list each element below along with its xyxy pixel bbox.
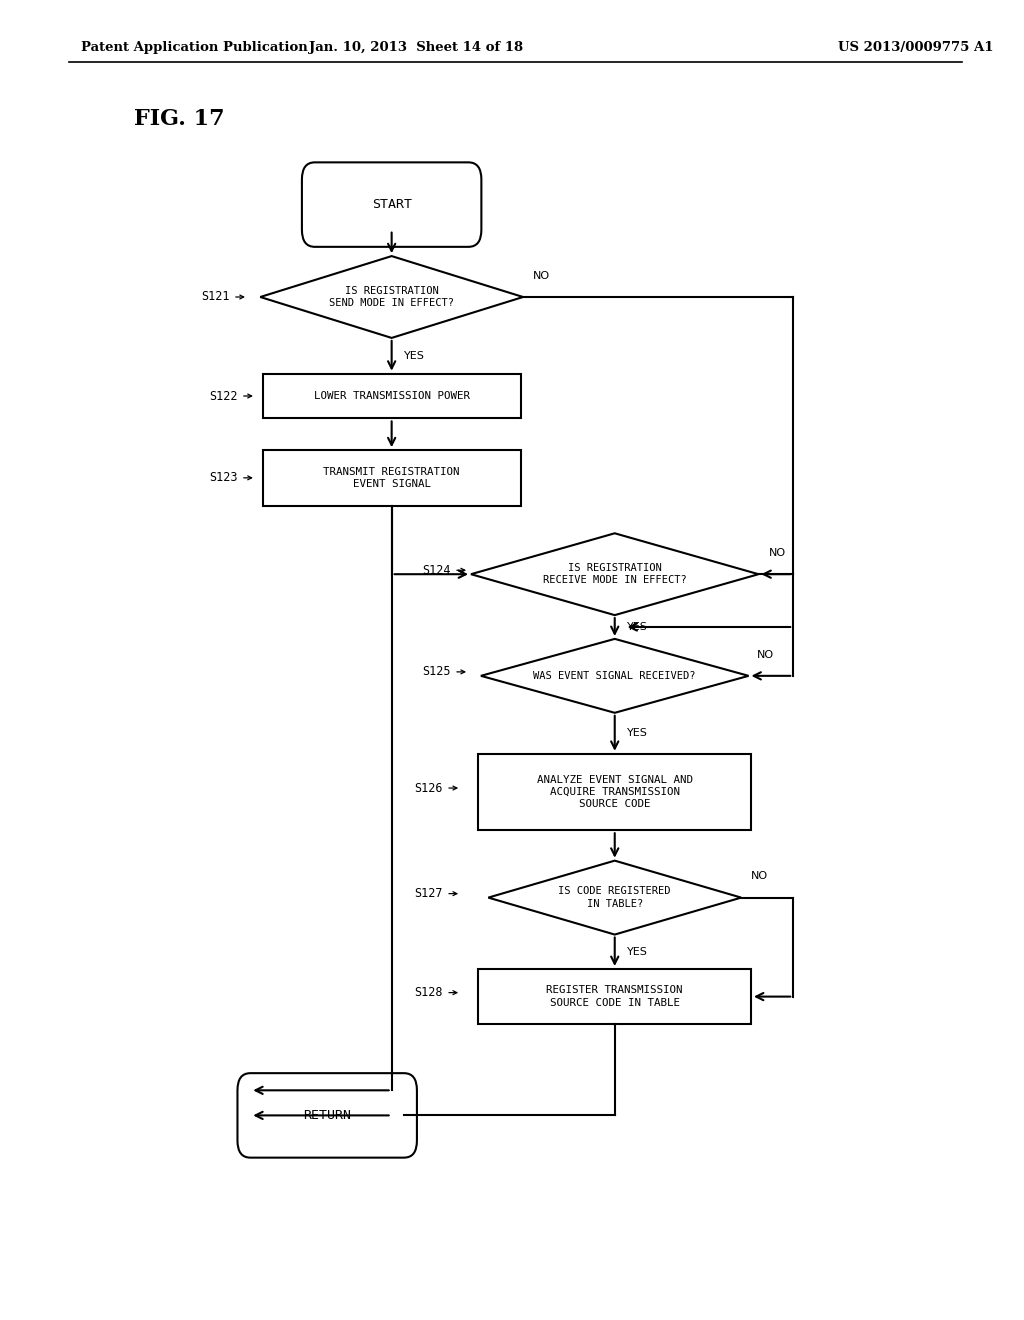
Text: S128: S128 [415,986,443,999]
Text: US 2013/0009775 A1: US 2013/0009775 A1 [838,41,993,54]
Text: Jan. 10, 2013  Sheet 14 of 18: Jan. 10, 2013 Sheet 14 of 18 [309,41,523,54]
Text: IS REGISTRATION
SEND MODE IN EFFECT?: IS REGISTRATION SEND MODE IN EFFECT? [329,286,455,308]
Text: NO: NO [532,271,550,281]
Text: REGISTER TRANSMISSION
SOURCE CODE IN TABLE: REGISTER TRANSMISSION SOURCE CODE IN TAB… [547,986,683,1007]
Text: IS CODE REGISTERED
IN TABLE?: IS CODE REGISTERED IN TABLE? [558,887,671,908]
Bar [263,450,520,506]
Text: S121: S121 [202,290,230,304]
Bar [478,969,751,1024]
Text: LOWER TRANSMISSION POWER: LOWER TRANSMISSION POWER [313,391,470,401]
Text: S125: S125 [423,665,452,678]
FancyBboxPatch shape [302,162,481,247]
Text: NO: NO [768,548,785,558]
Polygon shape [471,533,759,615]
Text: S126: S126 [415,781,443,795]
Bar [478,754,751,830]
Polygon shape [481,639,749,713]
Text: TRANSMIT REGISTRATION
EVENT SIGNAL: TRANSMIT REGISTRATION EVENT SIGNAL [324,467,460,488]
Polygon shape [260,256,523,338]
Text: IS REGISTRATION
RECEIVE MODE IN EFFECT?: IS REGISTRATION RECEIVE MODE IN EFFECT? [543,564,687,585]
Text: START: START [372,198,412,211]
Text: WAS EVENT SIGNAL RECEIVED?: WAS EVENT SIGNAL RECEIVED? [534,671,696,681]
Polygon shape [488,861,741,935]
Text: S122: S122 [210,389,238,403]
Text: NO: NO [751,871,768,882]
Bar [263,374,520,418]
Text: YES: YES [627,622,647,632]
Text: YES: YES [627,729,647,738]
Text: YES: YES [403,351,424,360]
Text: ANALYZE EVENT SIGNAL AND
ACQUIRE TRANSMISSION
SOURCE CODE: ANALYZE EVENT SIGNAL AND ACQUIRE TRANSMI… [537,775,692,809]
Text: RETURN: RETURN [303,1109,351,1122]
Text: S124: S124 [423,564,452,577]
Text: NO: NO [757,649,774,660]
Text: YES: YES [627,946,647,957]
Text: Patent Application Publication: Patent Application Publication [81,41,308,54]
FancyBboxPatch shape [238,1073,417,1158]
Text: FIG. 17: FIG. 17 [134,108,224,129]
Text: S127: S127 [415,887,443,900]
Text: S123: S123 [210,471,238,484]
